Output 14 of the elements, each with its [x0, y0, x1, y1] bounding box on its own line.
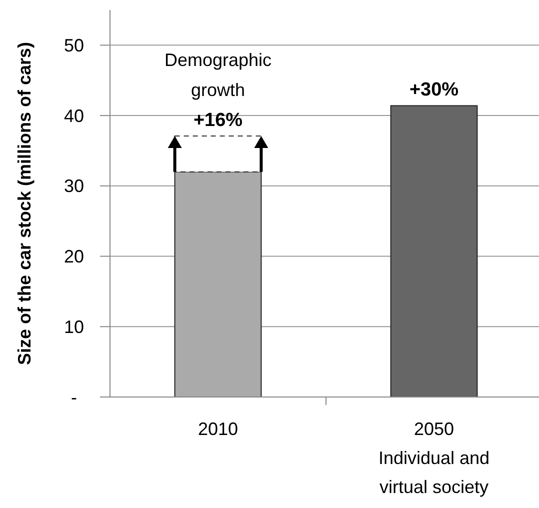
y-axis-title: Size of the car stock (millions of cars) — [14, 42, 34, 366]
y-tick-label: 10 — [64, 316, 84, 337]
y-tick-label: 30 — [64, 176, 84, 196]
y-tick-label: 40 — [64, 106, 84, 126]
annotation: Demographic growth — [164, 50, 272, 100]
x-tick-label: 2010 — [198, 419, 238, 439]
annotation: +16% — [193, 110, 243, 131]
y-tick-label: - — [71, 387, 77, 408]
x-tick-label: 2050 Individual and virtual society — [378, 419, 490, 497]
annotation: +30% — [409, 80, 459, 101]
bar — [390, 105, 478, 398]
y-tick-label: 20 — [64, 246, 84, 267]
y-tick-label: 50 — [64, 35, 84, 56]
bar — [174, 171, 262, 398]
